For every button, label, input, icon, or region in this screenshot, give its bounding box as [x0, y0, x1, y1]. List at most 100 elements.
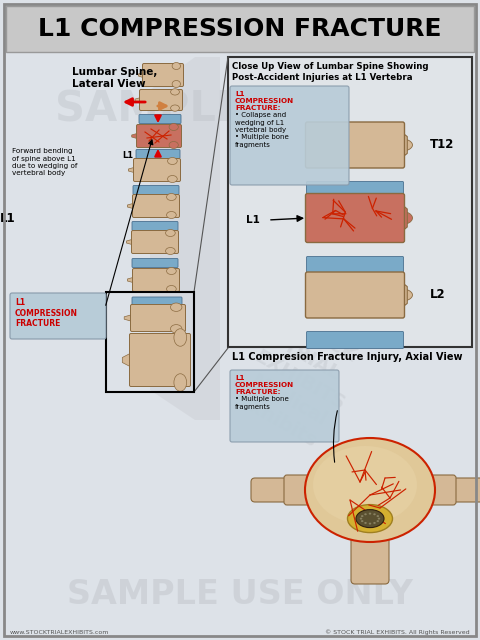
Text: SAMPLE: SAMPLE — [55, 89, 245, 131]
Ellipse shape — [376, 515, 379, 517]
Ellipse shape — [369, 523, 371, 525]
Ellipse shape — [167, 211, 176, 218]
Ellipse shape — [378, 518, 380, 520]
FancyBboxPatch shape — [130, 333, 191, 387]
Text: Forward bending
of spine above L1
due to wedging of
vertebral body: Forward bending of spine above L1 due to… — [12, 148, 77, 177]
FancyBboxPatch shape — [132, 195, 180, 218]
Ellipse shape — [348, 504, 393, 532]
Ellipse shape — [373, 513, 376, 515]
Text: • Collapse and
wedging of L1
vertebral body
• Multiple bone
fragments: • Collapse and wedging of L1 vertebral b… — [235, 112, 289, 148]
Polygon shape — [132, 132, 142, 140]
FancyBboxPatch shape — [307, 332, 404, 349]
Ellipse shape — [305, 438, 435, 542]
FancyBboxPatch shape — [307, 182, 404, 198]
Text: L1
COMPRESSION
FRACTURE:: L1 COMPRESSION FRACTURE: — [235, 375, 294, 396]
Ellipse shape — [361, 520, 363, 522]
Ellipse shape — [364, 522, 367, 524]
Ellipse shape — [356, 509, 384, 527]
Ellipse shape — [168, 175, 177, 182]
FancyBboxPatch shape — [251, 478, 295, 502]
Polygon shape — [391, 195, 407, 241]
Ellipse shape — [168, 157, 177, 164]
Ellipse shape — [174, 374, 187, 391]
Polygon shape — [129, 166, 139, 174]
Polygon shape — [127, 276, 138, 284]
Text: Close Up View of Lumbar Spine Showing
Post-Accident Injuries at L1 Vertebra: Close Up View of Lumbar Spine Showing Po… — [232, 62, 429, 82]
Polygon shape — [124, 313, 137, 323]
Ellipse shape — [166, 230, 175, 237]
FancyBboxPatch shape — [132, 259, 178, 268]
Polygon shape — [391, 274, 407, 316]
FancyBboxPatch shape — [136, 125, 181, 147]
Polygon shape — [391, 124, 407, 166]
FancyBboxPatch shape — [132, 297, 182, 307]
Text: SAMPLE USE ONLY: SAMPLE USE ONLY — [67, 579, 413, 611]
Text: L1
COMPRESSION
FRACTURE: L1 COMPRESSION FRACTURE — [15, 298, 78, 328]
FancyBboxPatch shape — [139, 115, 181, 124]
Ellipse shape — [170, 303, 182, 312]
Ellipse shape — [172, 81, 180, 88]
Ellipse shape — [313, 446, 417, 524]
Text: L1: L1 — [122, 150, 133, 159]
FancyBboxPatch shape — [307, 257, 404, 273]
Text: www.STOCKTRIALEXHIBITS.com: www.STOCKTRIALEXHIBITS.com — [10, 630, 109, 635]
Ellipse shape — [167, 268, 176, 275]
FancyBboxPatch shape — [305, 272, 405, 318]
Text: T12: T12 — [430, 138, 455, 152]
Polygon shape — [126, 238, 137, 246]
FancyBboxPatch shape — [132, 230, 179, 253]
Ellipse shape — [361, 515, 363, 517]
FancyBboxPatch shape — [132, 221, 178, 230]
Ellipse shape — [169, 141, 179, 148]
Ellipse shape — [169, 124, 179, 131]
Text: Lumbar Spine,
Lateral View: Lumbar Spine, Lateral View — [72, 67, 157, 88]
Ellipse shape — [170, 105, 180, 111]
FancyBboxPatch shape — [305, 193, 405, 243]
Text: L2: L2 — [430, 289, 445, 301]
Text: STOCK
TRIAL
EXHIBITS
Medical
Exhibits: STOCK TRIAL EXHIBITS Medical Exhibits — [228, 306, 372, 454]
Ellipse shape — [172, 63, 180, 70]
FancyBboxPatch shape — [133, 186, 179, 195]
Ellipse shape — [369, 513, 371, 515]
Ellipse shape — [360, 518, 362, 520]
FancyBboxPatch shape — [143, 63, 183, 86]
Ellipse shape — [364, 513, 367, 515]
Ellipse shape — [373, 522, 376, 524]
FancyBboxPatch shape — [136, 150, 180, 159]
Ellipse shape — [174, 329, 187, 346]
FancyBboxPatch shape — [6, 6, 474, 52]
FancyBboxPatch shape — [284, 475, 310, 505]
Text: L1: L1 — [246, 215, 260, 225]
Ellipse shape — [167, 285, 176, 292]
Ellipse shape — [389, 289, 412, 301]
Polygon shape — [127, 202, 138, 210]
FancyBboxPatch shape — [10, 293, 106, 339]
FancyBboxPatch shape — [351, 536, 389, 584]
Ellipse shape — [170, 89, 180, 95]
FancyBboxPatch shape — [230, 86, 349, 185]
Ellipse shape — [389, 211, 412, 225]
Text: © STOCK TRIAL EXHIBITS. All Rights Reserved: © STOCK TRIAL EXHIBITS. All Rights Reser… — [325, 629, 470, 635]
Polygon shape — [150, 57, 220, 420]
FancyBboxPatch shape — [133, 159, 180, 182]
Text: • Multiple bone
fragments: • Multiple bone fragments — [235, 396, 289, 410]
Ellipse shape — [389, 139, 412, 151]
FancyBboxPatch shape — [132, 269, 180, 291]
Polygon shape — [122, 350, 137, 370]
FancyBboxPatch shape — [140, 90, 182, 111]
FancyBboxPatch shape — [447, 478, 480, 502]
Ellipse shape — [376, 520, 379, 522]
Text: L1
COMPRESSION
FRACTURE:: L1 COMPRESSION FRACTURE: — [235, 91, 294, 111]
Ellipse shape — [166, 248, 175, 255]
Ellipse shape — [167, 193, 176, 200]
Polygon shape — [135, 97, 145, 104]
FancyBboxPatch shape — [305, 122, 405, 168]
FancyBboxPatch shape — [230, 370, 339, 442]
Ellipse shape — [170, 324, 182, 333]
Text: L1 Compresion Fracture Injury, Axial View: L1 Compresion Fracture Injury, Axial Vie… — [232, 352, 463, 362]
FancyBboxPatch shape — [131, 305, 185, 332]
FancyBboxPatch shape — [228, 57, 472, 347]
FancyBboxPatch shape — [430, 475, 456, 505]
Text: L1: L1 — [0, 211, 16, 225]
Text: L1 COMPRESSION FRACTURE: L1 COMPRESSION FRACTURE — [38, 17, 442, 41]
